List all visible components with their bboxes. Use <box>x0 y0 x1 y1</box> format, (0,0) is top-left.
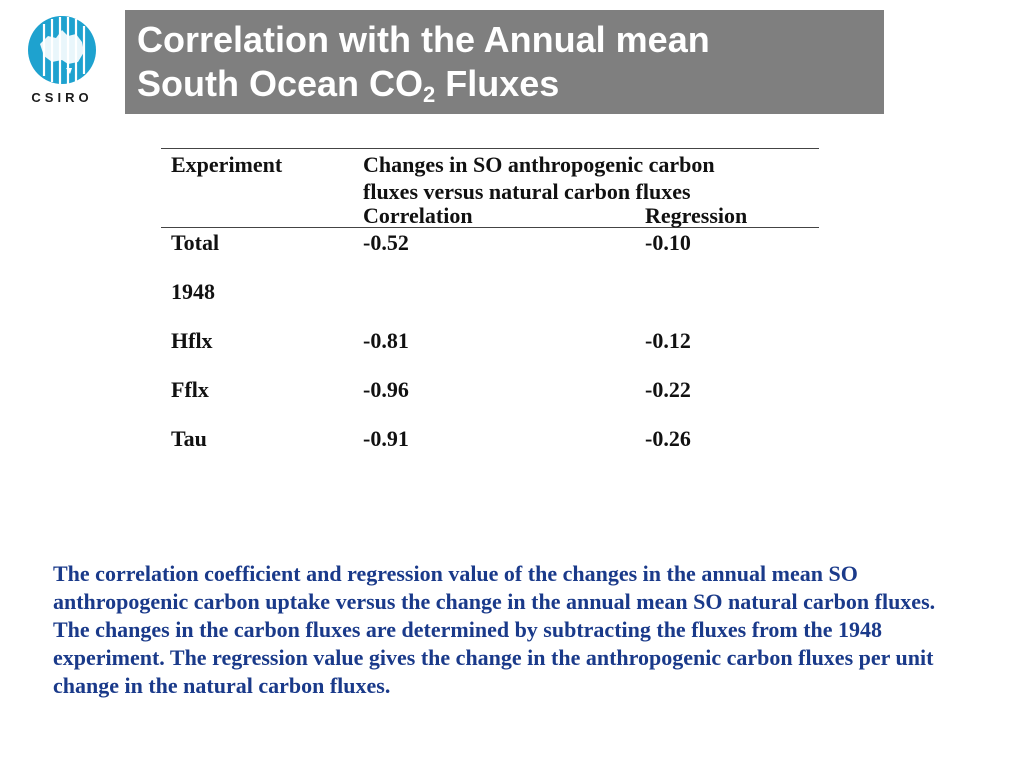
group-header-line-1: Changes in SO anthropogenic carbon <box>363 152 715 177</box>
regression-cell: -0.10 <box>645 230 691 255</box>
table-header-row: Experiment Changes in SO anthropogenic c… <box>161 148 819 206</box>
experiment-cell: Tau <box>171 426 207 451</box>
experiment-cell: 1948 <box>171 279 215 304</box>
table-row: Tau -0.91 -0.26 <box>161 424 819 473</box>
correlation-cell: -0.91 <box>363 426 409 451</box>
correlation-header: Correlation <box>363 203 473 228</box>
regression-cell: -0.12 <box>645 328 691 353</box>
table-row: Hflx -0.81 -0.12 <box>161 326 819 375</box>
group-header-line-2: fluxes versus natural carbon fluxes <box>363 179 691 204</box>
correlation-cell: -0.96 <box>363 377 409 402</box>
group-header: Changes in SO anthropogenic carbon fluxe… <box>353 149 819 206</box>
title-subscript: 2 <box>423 82 436 107</box>
regression-cell: -0.26 <box>645 426 691 451</box>
empty-cell <box>161 205 353 228</box>
table-subheader-row: Correlation Regression <box>161 205 819 228</box>
figure-caption: The correlation coefficient and regressi… <box>53 561 936 698</box>
results-table: Experiment Changes in SO anthropogenic c… <box>161 148 819 473</box>
table-row: Fflx -0.96 -0.22 <box>161 375 819 424</box>
correlation-cell <box>353 277 635 326</box>
experiment-cell: Total <box>171 230 220 255</box>
correlation-cell: -0.52 <box>363 230 409 255</box>
title-line-2-prefix: South Ocean CO <box>137 63 424 104</box>
regression-cell <box>635 277 819 326</box>
regression-header: Regression <box>645 203 748 228</box>
slide-title: Correlation with the Annual mean South O… <box>125 10 884 114</box>
csiro-logo: CSIRO <box>22 14 102 110</box>
correlation-cell: -0.81 <box>363 328 409 353</box>
experiment-cell: Hflx <box>171 328 213 353</box>
title-line-1: Correlation with the Annual mean <box>137 19 710 60</box>
experiment-header: Experiment <box>171 152 283 177</box>
logo-wordmark: CSIRO <box>31 90 93 105</box>
title-line-2-suffix: Fluxes <box>435 63 560 104</box>
table-row: 1948 <box>161 277 819 326</box>
csiro-globe-icon <box>28 16 96 84</box>
regression-cell: -0.22 <box>645 377 691 402</box>
experiment-cell: Fflx <box>171 377 209 402</box>
table-row: Total -0.52 -0.10 <box>161 228 819 278</box>
title-line-2: South Ocean CO2 Fluxes <box>137 62 872 106</box>
